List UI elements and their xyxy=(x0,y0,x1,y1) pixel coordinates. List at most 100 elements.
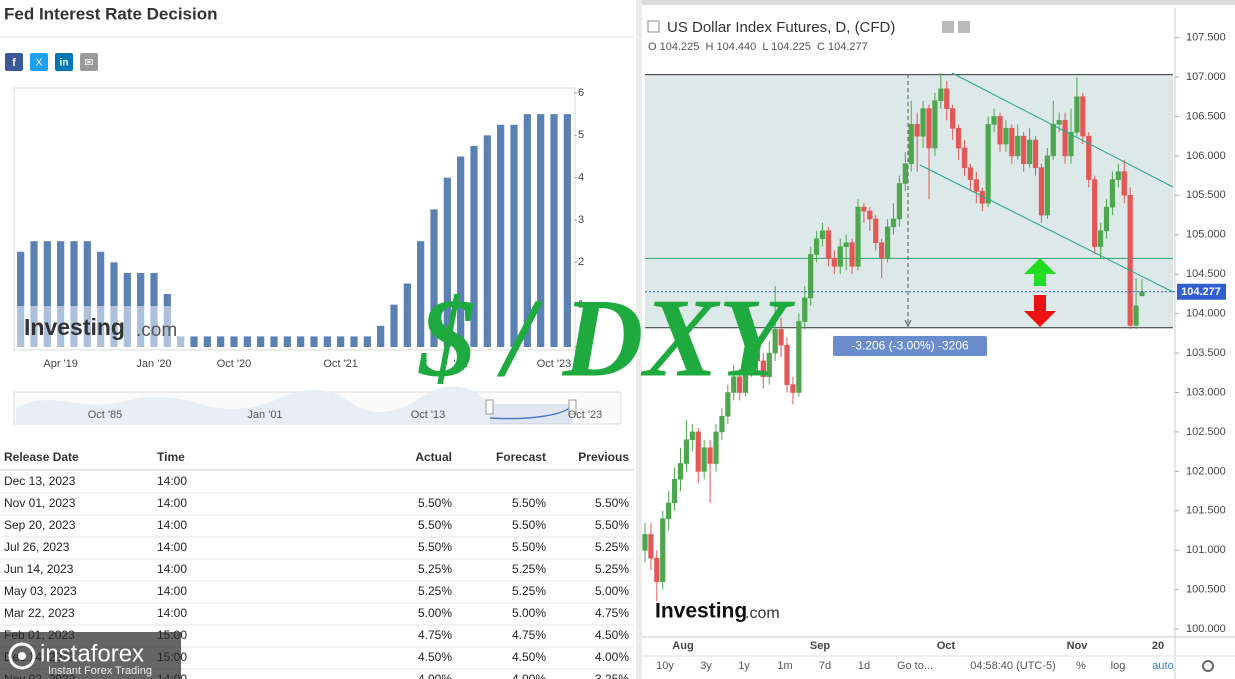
navigator-label: Oct '13 xyxy=(411,409,446,421)
bar xyxy=(470,145,478,347)
bar xyxy=(510,124,518,347)
watermark-tagline: Instant Forex Trading xyxy=(48,665,152,677)
x-tick-label: Apr '19 xyxy=(43,358,78,370)
navigator-handle[interactable] xyxy=(485,399,494,415)
table-cell: 5.50% xyxy=(418,496,452,510)
bar xyxy=(390,304,398,347)
bar xyxy=(217,336,225,347)
logo-brand: Investing xyxy=(24,314,125,340)
candle-body xyxy=(1068,131,1074,157)
candle-body xyxy=(1062,120,1068,157)
y-tick-label: 3 xyxy=(578,214,584,226)
candle-body xyxy=(873,218,879,243)
bar xyxy=(363,336,371,347)
candle-body xyxy=(938,88,944,101)
toolbar-button[interactable]: 3y xyxy=(700,660,712,672)
table-cell: 5.50% xyxy=(512,540,546,554)
table-cell: 5.00% xyxy=(512,606,546,620)
share-icon[interactable]: ✉ xyxy=(84,57,93,69)
y-tick-label: 5 xyxy=(578,129,584,141)
bar xyxy=(310,336,318,347)
toolbar-button[interactable]: 1d xyxy=(858,660,870,672)
bar xyxy=(483,135,491,347)
candle-body xyxy=(950,108,956,129)
share-x[interactable] xyxy=(30,53,48,71)
settings-icon[interactable] xyxy=(958,21,970,33)
watermark-icon xyxy=(18,652,26,660)
navigator-selection[interactable] xyxy=(490,404,572,424)
toolbar-button[interactable]: 1m xyxy=(777,660,792,672)
page-title: Fed Interest Rate Decision xyxy=(4,4,218,23)
collapse-icon[interactable] xyxy=(647,20,660,33)
bar xyxy=(350,336,358,347)
bar xyxy=(283,336,291,347)
toolbar-button[interactable]: 10y xyxy=(656,660,674,672)
toolbar-button[interactable]: Go to... xyxy=(897,660,933,672)
last-price-box xyxy=(1177,283,1226,300)
navigator-handle[interactable] xyxy=(568,399,577,415)
table-cell: Jun 14, 2023 xyxy=(4,562,74,576)
table-cell: 5.50% xyxy=(595,496,629,510)
table-cell: 14:00 xyxy=(157,606,187,620)
table-cell: Jul 26, 2023 xyxy=(4,540,70,554)
share-linkedin[interactable] xyxy=(55,53,73,71)
bar xyxy=(377,325,385,347)
y-tick-label: 102.000 xyxy=(1186,465,1226,477)
candle-body xyxy=(914,124,920,137)
candle-body xyxy=(926,108,932,149)
table-cell: 5.50% xyxy=(418,518,452,532)
candle-body xyxy=(825,230,832,259)
x-tick-label: Sep xyxy=(810,640,830,652)
x-tick-label: Oct '20 xyxy=(217,358,252,370)
share-mail[interactable] xyxy=(80,53,98,71)
candle-body xyxy=(837,246,843,267)
bar xyxy=(97,251,105,347)
toolbar-settings[interactable] xyxy=(1202,660,1214,672)
toolbar-button[interactable]: 1y xyxy=(738,660,750,672)
candle-body xyxy=(683,439,690,464)
table-cell: 4.00% xyxy=(418,672,452,679)
table-cell: 5.50% xyxy=(512,518,546,532)
toolbar-button[interactable]: 04:58:40 (UTC-5) xyxy=(970,660,1056,672)
share-icon[interactable]: X xyxy=(36,58,43,69)
x-tick-label: '22 xyxy=(453,358,467,370)
share-icon[interactable]: in xyxy=(60,58,69,69)
table-header: Previous xyxy=(578,450,629,464)
table-cell: 5.25% xyxy=(418,562,452,576)
share-icon[interactable]: f xyxy=(12,57,16,69)
bar xyxy=(417,241,425,347)
watermark-icon xyxy=(8,642,36,670)
candle-body xyxy=(955,127,962,149)
candle-body xyxy=(677,463,684,480)
x-tick-label: Oct xyxy=(937,640,956,652)
bar xyxy=(257,336,265,347)
toolbar-button[interactable]: auto xyxy=(1152,660,1173,672)
candle-body xyxy=(796,321,802,393)
toolbar-button[interactable]: log xyxy=(1111,660,1126,672)
table-header: Release Date xyxy=(4,450,79,464)
candle-body xyxy=(944,88,950,109)
toolbar-button[interactable]: 7d xyxy=(819,660,831,672)
table-cell: 5.00% xyxy=(418,606,452,620)
settings-icon[interactable] xyxy=(942,21,954,33)
channel-lower xyxy=(919,164,1174,293)
toolbar-button[interactable]: % xyxy=(1076,660,1086,672)
candle-body xyxy=(642,534,648,551)
candle-body xyxy=(1026,139,1033,165)
candle-body xyxy=(654,557,660,583)
candle-body xyxy=(831,258,837,267)
share-facebook[interactable] xyxy=(5,53,23,71)
candle-body xyxy=(1133,305,1139,326)
candle-body xyxy=(855,206,861,267)
table-header: Forecast xyxy=(496,450,546,464)
candle-body xyxy=(813,238,820,255)
table-cell: 5.50% xyxy=(418,540,452,554)
candle-body xyxy=(843,242,849,247)
bar xyxy=(430,209,438,347)
candle-body xyxy=(1074,96,1080,133)
bar xyxy=(70,241,78,347)
bar xyxy=(523,114,531,348)
y-tick-label: 107.500 xyxy=(1186,31,1226,43)
candle-body xyxy=(1092,179,1098,247)
